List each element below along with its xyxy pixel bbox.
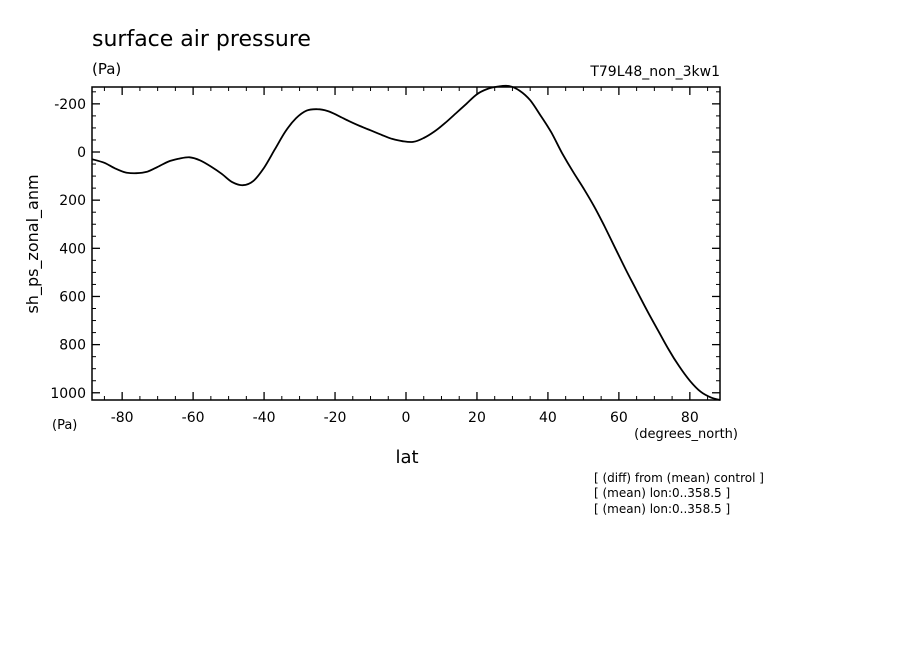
series-line — [91, 84, 721, 401]
y-axis-label: sh_ps_zonal_anm — [23, 174, 43, 313]
y-tick-label: 800 — [59, 338, 86, 354]
x-tick-label: -80 — [111, 410, 134, 426]
x-tick-label: -40 — [253, 410, 276, 426]
y-ticks — [92, 103, 720, 394]
x-units-label: (degrees_north) — [634, 427, 738, 442]
y-tick-label: 400 — [59, 241, 86, 257]
x-tick-labels: -80 -60 -40 -20 0 20 40 60 80 — [111, 410, 699, 426]
y-tick-label: 600 — [59, 289, 86, 305]
x-tick-label: 0 — [402, 410, 411, 426]
note-line-3: [ (mean) lon:0..358.5 ] — [594, 502, 730, 516]
plot-frame — [91, 86, 721, 401]
experiment-label: T79L48_non_3kw1 — [589, 64, 720, 80]
note-line-1: [ (diff) from (mean) control ] — [594, 471, 764, 485]
x-tick-label: -20 — [324, 410, 347, 426]
y-tick-label: 1000 — [50, 386, 86, 402]
y-tick-label: -200 — [54, 97, 86, 113]
note-line-2: [ (mean) lon:0..358.5 ] — [594, 486, 730, 500]
x-tick-label: 60 — [610, 410, 628, 426]
y-tick-label: 200 — [59, 193, 86, 209]
y-tick-labels: -200 0 200 400 600 800 1000 — [50, 97, 86, 402]
x-tick-label: -60 — [182, 410, 205, 426]
x-tick-label: 20 — [468, 410, 486, 426]
minor-ticks — [92, 87, 720, 400]
chart-title: surface air pressure — [92, 27, 311, 52]
units-top-label: (Pa) — [92, 60, 121, 78]
y-tick-label: 0 — [77, 145, 86, 161]
x-tick-label: 40 — [539, 410, 557, 426]
x-axis-label: lat — [395, 447, 418, 468]
x-tick-label: 80 — [681, 410, 699, 426]
units-bottom-label: (Pa) — [52, 418, 77, 433]
x-ticks — [121, 87, 691, 400]
